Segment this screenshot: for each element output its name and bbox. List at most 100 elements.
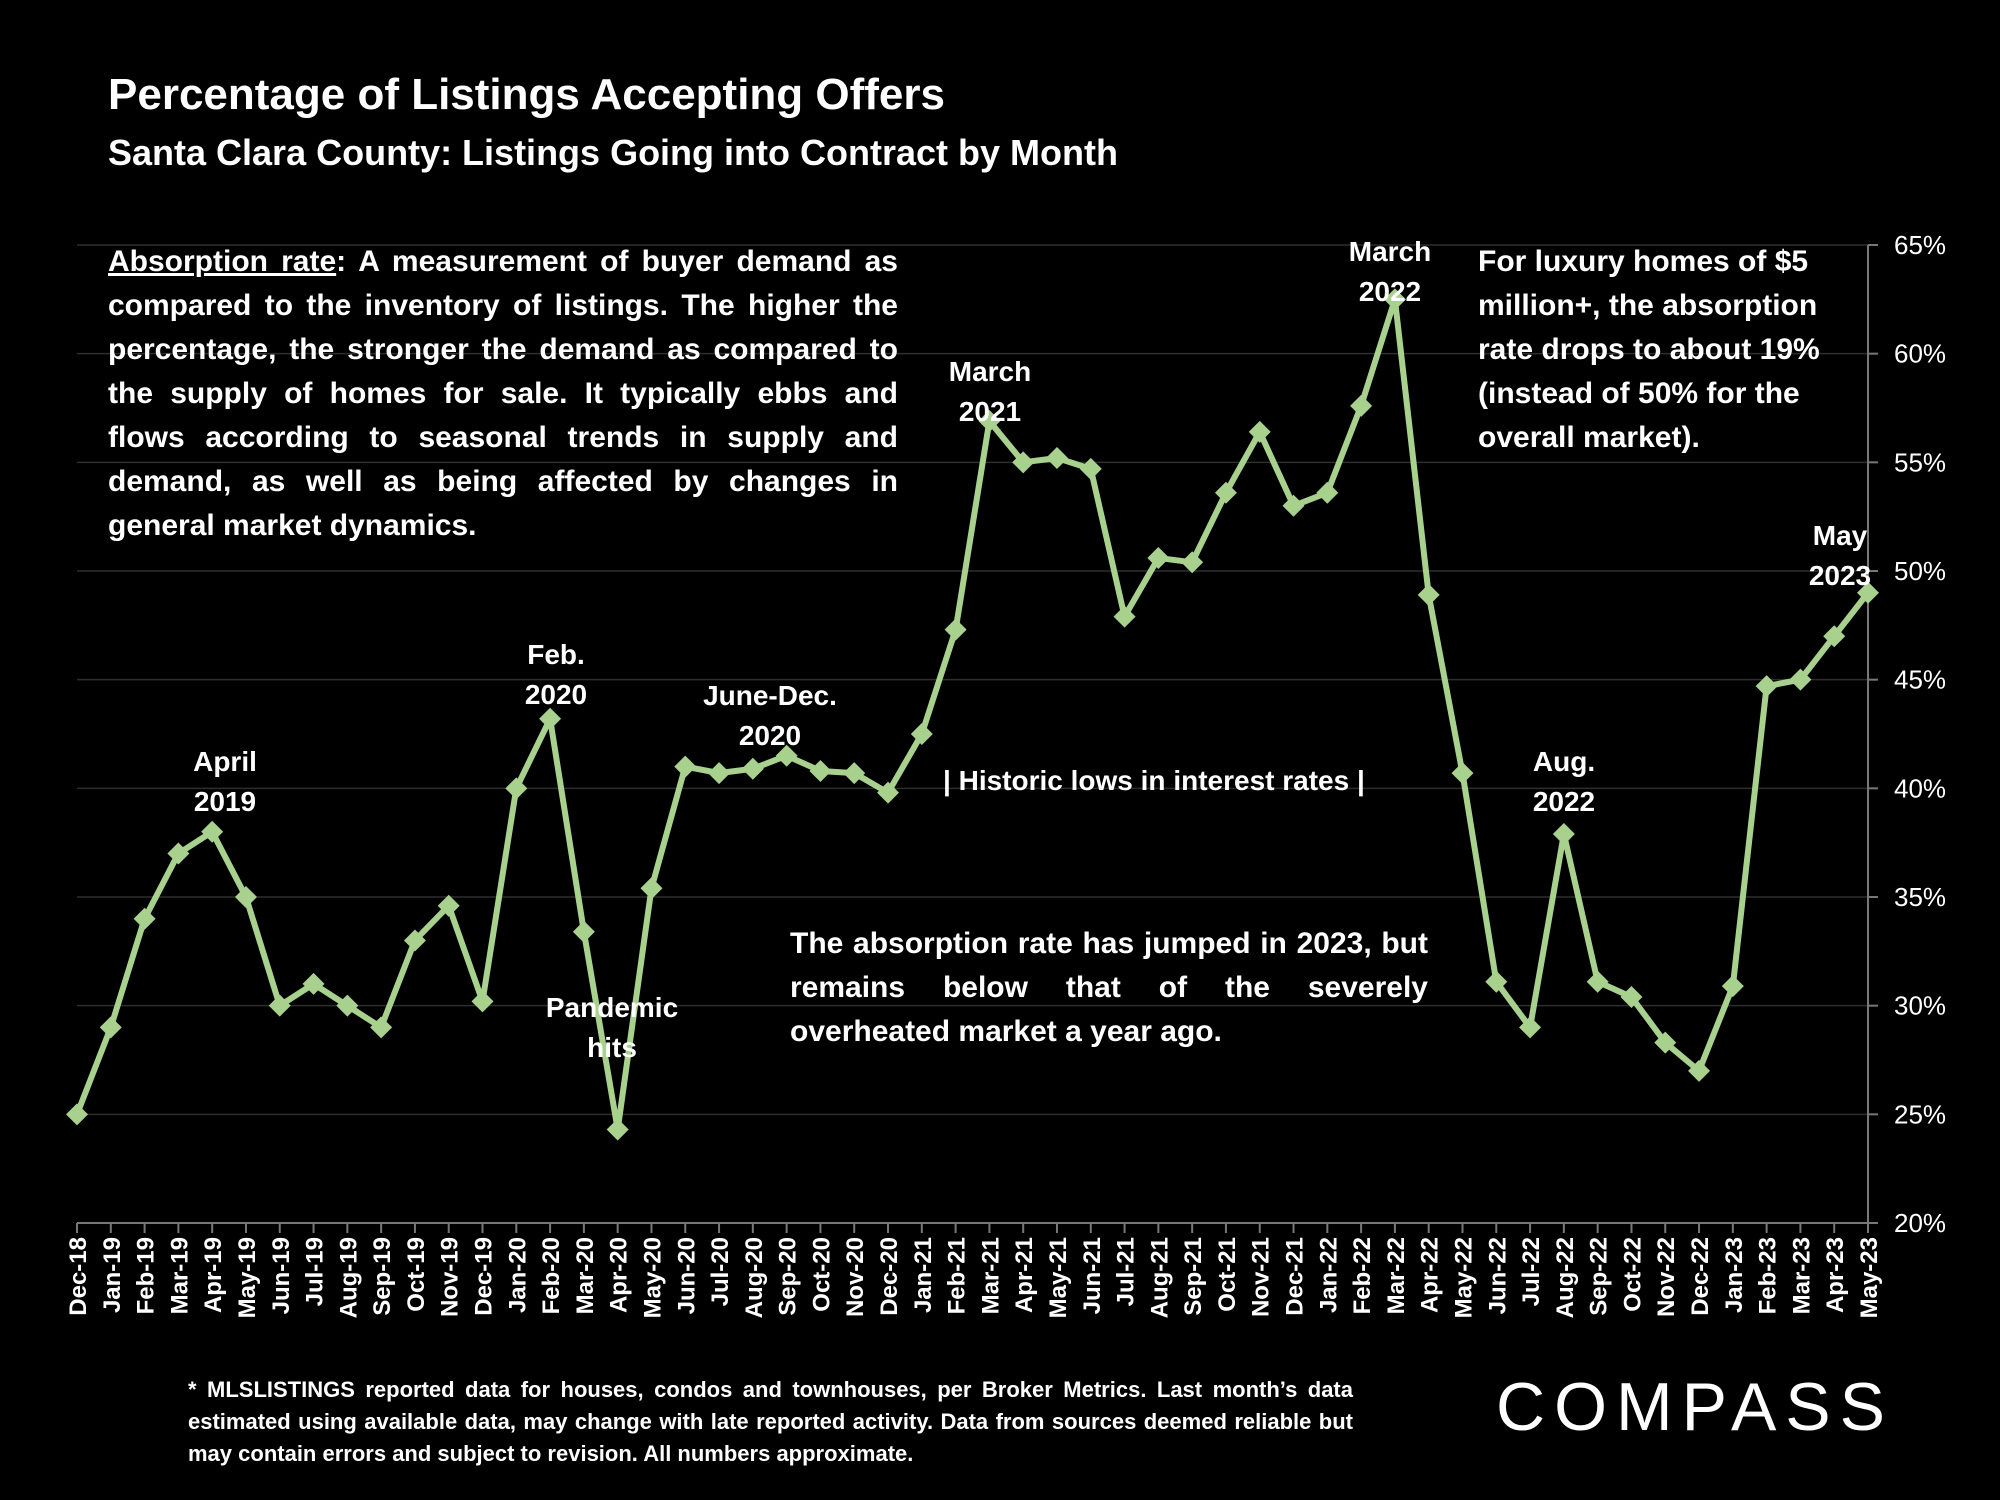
- y-tick-label: 65%: [1894, 230, 1946, 260]
- data-point: [944, 618, 967, 641]
- x-tick-label: Jan-22: [1315, 1237, 1342, 1313]
- data-point: [1721, 975, 1744, 998]
- x-tick-label: Sep-19: [369, 1237, 396, 1316]
- x-tick-label: Aug-20: [741, 1237, 768, 1318]
- data-point: [167, 842, 190, 865]
- y-tick-label: 20%: [1894, 1208, 1946, 1238]
- data-point: [99, 1016, 122, 1039]
- x-tick-label: May-20: [639, 1237, 666, 1318]
- x-tick-label: Oct-19: [403, 1237, 430, 1312]
- data-markers: [66, 288, 1879, 1141]
- data-point: [1552, 822, 1575, 845]
- data-point: [1823, 625, 1846, 648]
- data-point: [437, 894, 460, 917]
- page-subtitle: Santa Clara County: Listings Going into …: [108, 132, 1118, 173]
- annotation-pandemic-hits: Pandemic hits: [532, 988, 692, 1068]
- x-tick-label: Jun-21: [1079, 1237, 1106, 1314]
- definition-term: Absorption rate: [108, 245, 337, 278]
- data-point: [1181, 551, 1204, 574]
- data-point: [1857, 581, 1879, 604]
- data-point: [1586, 970, 1609, 993]
- x-tick-label: Oct-22: [1619, 1237, 1646, 1312]
- data-point: [640, 877, 663, 900]
- x-tick-label: May-19: [234, 1237, 261, 1318]
- data-point: [1350, 394, 1373, 417]
- x-tick-label: Jun-19: [268, 1237, 295, 1314]
- x-tick-label: Aug-22: [1552, 1237, 1579, 1318]
- x-tick-label: Feb-23: [1755, 1237, 1782, 1314]
- x-tick-label: Apr-21: [1011, 1237, 1038, 1313]
- annotation-line: 2020: [738, 720, 802, 751]
- annotation-line: hits: [587, 1032, 637, 1063]
- x-tick-label: Apr-20: [606, 1237, 633, 1313]
- definition-text: : A measurement of buyer demand as compa…: [108, 245, 898, 542]
- annotation-line: March: [948, 356, 1032, 387]
- data-point: [708, 762, 731, 785]
- data-point: [775, 744, 798, 767]
- data-point: [539, 707, 562, 730]
- x-tick-labels: Dec-18 Jan-19 Feb-19 Mar-19 Apr-19 May-19 Jun-…: [65, 1223, 1883, 1318]
- page-title: Percentage of Listings Accepting Offers: [108, 70, 945, 119]
- data-point: [1214, 481, 1237, 504]
- data-point: [1654, 1031, 1677, 1054]
- data-point: [336, 994, 359, 1017]
- annotation-line: 2020: [524, 679, 588, 710]
- annotation-may-2023: May 2023: [1788, 516, 1892, 596]
- data-point: [370, 1016, 393, 1039]
- x-tick-label: Oct-21: [1214, 1237, 1241, 1312]
- data-point: [1316, 481, 1339, 504]
- jump-2023-note: The absorption rate has jumped in 2023, …: [790, 927, 1428, 1048]
- x-tick-label: Dec-21: [1282, 1237, 1309, 1316]
- annotation-line: Aug.: [1532, 746, 1596, 777]
- data-point: [910, 723, 933, 745]
- x-tick-label: Feb-19: [133, 1237, 160, 1314]
- data-point: [1620, 985, 1643, 1008]
- data-point: [1383, 288, 1406, 311]
- x-tick-label: Mar-23: [1788, 1237, 1815, 1314]
- x-tick-label: Oct-20: [808, 1237, 835, 1312]
- data-point: [978, 410, 1001, 433]
- data-point: [741, 757, 764, 780]
- annotation-line: May: [1812, 520, 1868, 551]
- data-point: [1045, 446, 1068, 469]
- data-point: [877, 781, 900, 804]
- annotation-feb-2020: Feb. 2020: [506, 635, 606, 715]
- y-tick-label: 35%: [1894, 882, 1946, 912]
- annotation-line: Feb.: [527, 639, 585, 670]
- y-tick-label: 50%: [1894, 556, 1946, 586]
- annotation-june-dec-2020: June-Dec. 2020: [690, 676, 850, 756]
- x-tick-label: Mar-21: [977, 1237, 1004, 1314]
- x-tick-label: Feb-20: [538, 1237, 565, 1314]
- annotation-aug-2022: Aug. 2022: [1512, 742, 1616, 822]
- annotation-line: 2023: [1808, 560, 1872, 591]
- annotation-line: March: [1348, 236, 1432, 267]
- annotation-line: 2019: [193, 786, 257, 817]
- axes: [77, 245, 1869, 1224]
- x-tick-label: Dec-19: [471, 1237, 498, 1316]
- annotation-april-2019: April 2019: [175, 742, 275, 822]
- data-point: [403, 929, 426, 952]
- data-point: [505, 777, 528, 800]
- y-tick-label: 60%: [1894, 339, 1946, 369]
- x-tick-label: Nov-19: [437, 1237, 464, 1317]
- annotation-march-2021: March 2021: [935, 352, 1045, 432]
- data-point: [674, 755, 697, 778]
- annotation-march-2022: March 2022: [1335, 232, 1445, 312]
- x-tick-label: Sep-22: [1586, 1237, 1613, 1316]
- data-point: [1113, 605, 1136, 628]
- x-tick-label: May-22: [1450, 1237, 1477, 1318]
- x-tick-label: Jul-20: [707, 1237, 734, 1306]
- data-point: [1519, 1016, 1542, 1039]
- data-point: [268, 994, 291, 1017]
- x-tick-label: Apr-19: [200, 1237, 227, 1313]
- data-point: [1485, 970, 1508, 993]
- annotation-line: April: [193, 746, 257, 777]
- x-tick-label: Mar-22: [1383, 1237, 1410, 1314]
- x-tick-label: Jan-23: [1721, 1237, 1748, 1313]
- data-point: [1688, 1059, 1711, 1082]
- data-point: [606, 1118, 629, 1141]
- data-point: [201, 820, 224, 843]
- x-tick-label: Jul-22: [1518, 1237, 1545, 1306]
- x-tick-label: Nov-22: [1653, 1237, 1680, 1317]
